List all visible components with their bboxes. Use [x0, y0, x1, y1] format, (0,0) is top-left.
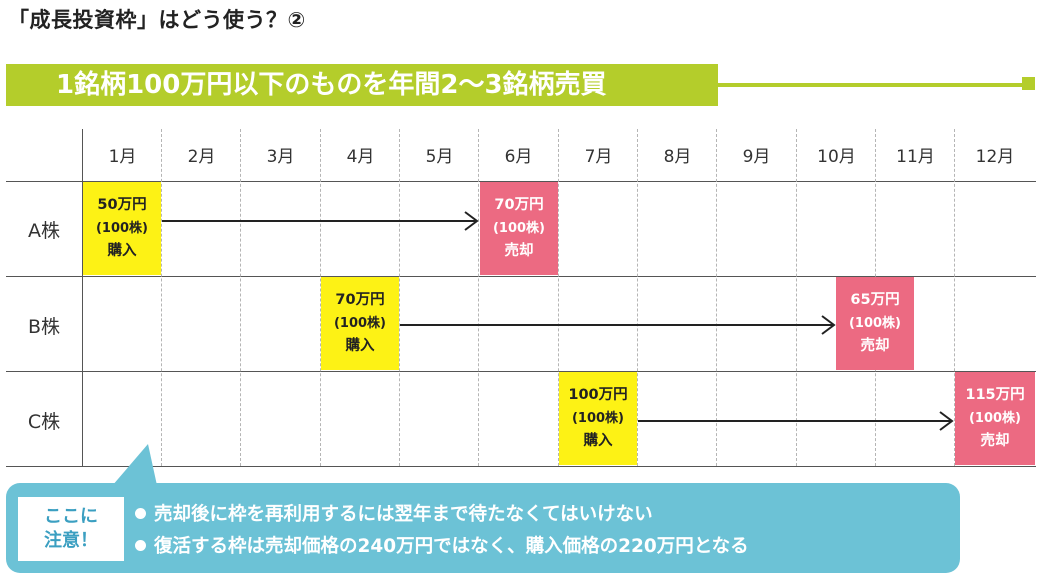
action: 売却: [980, 433, 1010, 449]
sell-box-b: 65万円 (100株) 売却: [836, 277, 914, 370]
banner-line: [718, 83, 1026, 87]
banner-end-square: [1022, 77, 1035, 90]
amount: 70万円: [494, 197, 544, 213]
grid-line-row-b: [6, 371, 1036, 372]
month-header: 4月: [346, 147, 375, 167]
shares: (100株): [492, 221, 546, 236]
shares: (100株): [571, 411, 625, 426]
grid-line-month: [637, 129, 638, 466]
shares: (100株): [95, 221, 149, 236]
note-text: 売却後に枠を再利用するには翌年まで待たなくてはいけない: [154, 504, 653, 525]
note-item-2: 復活する枠は売却価格の240万円ではなく、購入価格の220万円となる: [135, 532, 749, 558]
grid-line-row-c: [6, 466, 1036, 467]
month-header: 1月: [108, 147, 137, 167]
action: 売却: [504, 243, 534, 259]
note-tag-line1: ここに: [44, 506, 98, 527]
buy-box-b: 70万円 (100株) 購入: [321, 277, 399, 370]
shares: (100株): [968, 411, 1022, 426]
action: 購入: [583, 433, 613, 449]
grid-line-label-column: [82, 129, 83, 466]
grid-line-month: [796, 129, 797, 466]
month-header: 11月: [896, 147, 935, 167]
action: 購入: [107, 243, 137, 259]
grid-line-month: [478, 129, 479, 466]
action: 購入: [345, 338, 375, 354]
grid-line-month: [558, 129, 559, 466]
month-header: 7月: [584, 147, 613, 167]
amount: 65万円: [850, 292, 900, 308]
action: 売却: [860, 338, 890, 354]
stock-label-a: A株: [28, 220, 60, 242]
month-header: 9月: [742, 147, 771, 167]
grid-line-month: [161, 129, 162, 466]
arrow-head-b: [821, 315, 836, 335]
grid-line-header: [6, 181, 1036, 182]
month-header: 3月: [266, 147, 295, 167]
grid-line-month: [399, 129, 400, 466]
stock-label-b: B株: [27, 316, 61, 338]
note-tag-line2: 注意！: [44, 530, 98, 551]
month-header: 12月: [975, 147, 1015, 167]
note-text: 復活する枠は売却価格の240万円ではなく、購入価格の220万円となる: [154, 536, 749, 557]
note-box: [6, 483, 960, 573]
arrow-head-a: [464, 211, 479, 231]
grid-line-month: [240, 129, 241, 466]
amount: 70万円: [335, 292, 385, 308]
grid-line-month: [716, 129, 717, 466]
page-title: 「成長投資枠」はどう使う？②: [8, 8, 306, 32]
amount: 100万円: [568, 387, 628, 403]
stock-label-c: C株: [27, 411, 61, 433]
note-item-1: 売却後に枠を再利用するには翌年まで待たなくてはいけない: [135, 500, 653, 526]
sell-box-a: 70万円 (100株) 売却: [480, 182, 558, 275]
grid-line-row-a: [6, 276, 1036, 277]
month-header: 8月: [663, 147, 692, 167]
buy-box-a: 50万円 (100株) 購入: [83, 182, 161, 275]
month-header: 10月: [817, 147, 856, 167]
bullet-icon: [135, 540, 146, 551]
month-header: 5月: [425, 147, 454, 167]
bullet-icon: [135, 508, 146, 519]
grid-line-month: [320, 129, 321, 466]
month-header: 6月: [504, 147, 533, 167]
note-tag: ここに 注意！: [18, 497, 124, 561]
shares: (100株): [848, 316, 902, 331]
shares: (100株): [333, 316, 387, 331]
amount: 50万円: [97, 197, 147, 213]
buy-box-c: 100万円 (100株) 購入: [559, 372, 637, 465]
arrow-head-c: [939, 411, 954, 431]
banner: 1銘柄100万円以下のものを年間2〜3銘柄売買: [6, 64, 718, 106]
amount: 115万円: [965, 387, 1025, 403]
note-pointer-shape: [112, 444, 158, 490]
grid-line-month: [954, 129, 955, 466]
sell-box-c: 115万円 (100株) 売却: [955, 372, 1035, 465]
month-header: 2月: [187, 147, 216, 167]
